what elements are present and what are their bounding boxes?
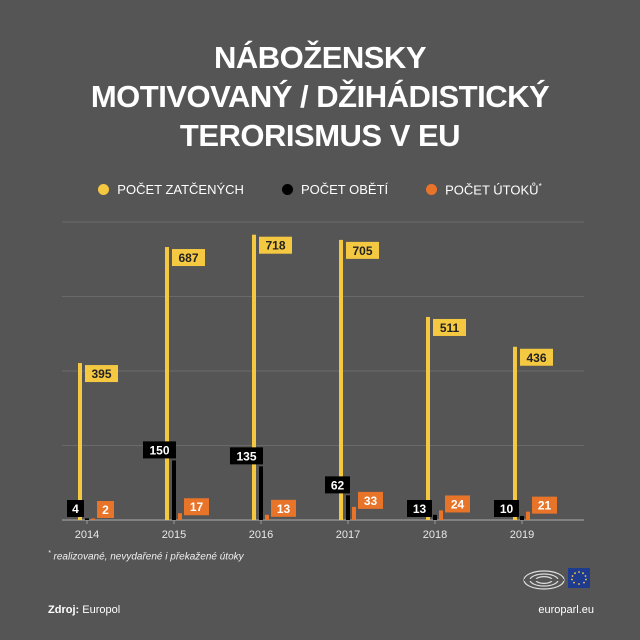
legend-label-victims: POČET OBĚTÍ — [300, 182, 389, 198]
value-label-box-2-2019 — [532, 496, 557, 514]
legend-label-arrests: POČET ZATČENÝCH — [117, 182, 244, 198]
value-label-0-2019: 436 — [526, 351, 546, 365]
source-note: Zdroj: Europol — [48, 604, 120, 616]
value-label-box-1-2017 — [325, 476, 350, 494]
value-label-box-2-2016 — [271, 499, 296, 517]
value-label-box-2-2014 — [97, 501, 114, 518]
legend-item-attacks: POČET ÚTOKŮ* — [426, 182, 542, 197]
title-line-1: NÁBOŽENSKY — [213, 40, 427, 75]
value-label-0-2018: 511 — [440, 321, 460, 335]
value-label-box-0-2019 — [520, 348, 553, 366]
x-tick-label: 2016 — [249, 529, 273, 541]
footnote-text: realizované, nevydařené i překažené útok… — [53, 551, 244, 563]
bar-2-2017 — [352, 506, 356, 520]
x-tick-label: 2017 — [336, 529, 360, 541]
value-label-box-1-2016 — [230, 447, 263, 465]
value-label-0-2014: 395 — [91, 367, 111, 381]
footnote: * realizované, nevydařené i překažené út… — [48, 550, 244, 562]
value-label-box-0-2014 — [85, 365, 118, 383]
legend-attacks-marker: * — [538, 182, 542, 191]
x-tick-label: 2015 — [162, 529, 186, 541]
value-label-1-2017: 62 — [331, 478, 345, 492]
value-label-box-1-2019 — [494, 500, 519, 517]
x-tick-label: 2019 — [510, 529, 534, 541]
value-label-2-2016: 13 — [277, 502, 291, 516]
value-label-2-2015: 17 — [190, 500, 204, 514]
x-tick-label: 2014 — [75, 529, 99, 541]
legend-dot-victims — [281, 184, 293, 196]
value-label-1-2014: 4 — [72, 502, 79, 516]
value-label-box-2-2015 — [184, 498, 209, 516]
value-label-1-2018: 13 — [413, 502, 427, 516]
bar-1-2015 — [172, 460, 176, 520]
value-label-box-2-2018 — [445, 495, 470, 513]
bar-0-2014 — [78, 363, 82, 520]
value-label-box-0-2015 — [172, 249, 205, 267]
chart-legend: POČET ZATČENÝCH POČET OBĚTÍ POČET ÚTOKŮ* — [0, 182, 640, 197]
bar-0-2017 — [339, 239, 343, 520]
chart-title: NÁBOŽENSKY MOTIVOVANÝ / DŽIHÁDISTICKÝ TE… — [0, 38, 640, 155]
value-label-0-2016: 718 — [265, 239, 285, 253]
bar-0-2019 — [513, 346, 517, 520]
value-label-box-0-2018 — [433, 318, 466, 336]
bar-1-2017 — [346, 495, 350, 520]
bar-1-2016 — [259, 466, 263, 520]
bar-0-2015 — [165, 247, 169, 521]
legend-item-victims: POČET OBĚTÍ — [281, 182, 389, 198]
x-tick-label: 2018 — [423, 529, 447, 541]
source-value: Europol — [82, 604, 121, 616]
bar-1-2018 — [433, 514, 437, 520]
value-label-box-2-2017 — [358, 491, 383, 509]
value-label-box-1-2015 — [143, 441, 176, 459]
title-line-2: MOTIVOVANÝ / DŽIHÁDISTICKÝ — [90, 79, 550, 114]
bar-2-2014 — [91, 518, 95, 520]
site-link[interactable]: europarl.eu — [538, 604, 594, 616]
title-line-3: TERORISMUS V EU — [179, 118, 461, 153]
legend-dot-attacks — [426, 184, 438, 196]
bar-0-2018 — [426, 316, 430, 520]
value-label-1-2019: 10 — [500, 502, 514, 516]
legend-dot-arrests — [98, 184, 110, 196]
bar-2-2016 — [265, 514, 269, 520]
bar-0-2016 — [252, 234, 256, 520]
value-label-2-2014: 2 — [102, 503, 109, 517]
value-label-box-1-2014 — [67, 500, 84, 517]
footnote-marker: * — [48, 550, 51, 557]
value-label-box-1-2018 — [407, 500, 432, 517]
bar-2-2018 — [439, 510, 443, 520]
value-label-box-0-2017 — [346, 241, 379, 259]
value-label-2-2019: 21 — [538, 499, 552, 513]
value-label-2-2017: 33 — [364, 494, 378, 508]
value-label-2-2018: 24 — [451, 497, 465, 511]
source-label: Zdroj: — [48, 604, 80, 616]
bar-1-2014 — [85, 518, 89, 520]
value-label-0-2015: 687 — [178, 251, 198, 265]
legend-item-arrests: POČET ZATČENÝCH — [98, 182, 244, 197]
european-parliament-logo — [523, 568, 590, 590]
value-label-1-2015: 150 — [149, 443, 169, 457]
bar-2-2015 — [178, 513, 182, 520]
bar-2-2019 — [526, 511, 530, 520]
legend-label-attacks: POČET ÚTOKŮ — [445, 182, 539, 198]
value-label-0-2017: 705 — [352, 244, 372, 258]
value-label-box-0-2016 — [259, 236, 292, 254]
bar-1-2019 — [520, 516, 524, 520]
value-label-1-2016: 135 — [236, 449, 256, 463]
